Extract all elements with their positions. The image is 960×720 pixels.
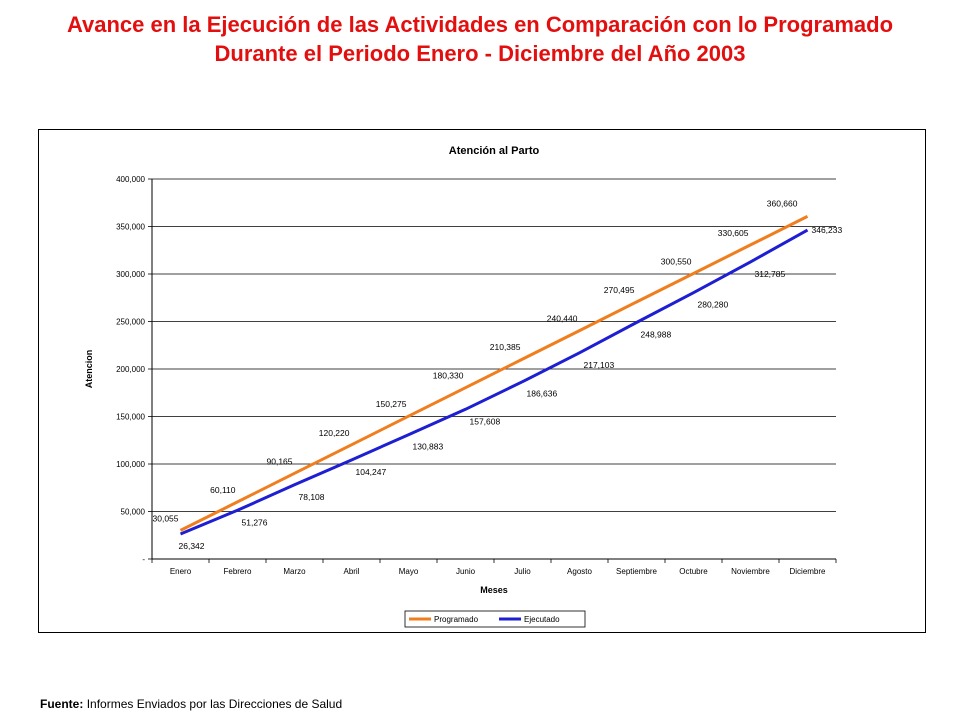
data-label-programado: 300,550 xyxy=(661,256,692,266)
data-label-ejecutado: 312,785 xyxy=(755,269,786,279)
legend-box xyxy=(404,610,586,628)
x-tick-label: Septiembre xyxy=(616,567,657,576)
data-label-ejecutado: 51,276 xyxy=(242,517,268,527)
data-label-programado: 30,055 xyxy=(153,513,179,523)
series-line-ejecutado xyxy=(179,228,809,536)
x-tick-label: Abril xyxy=(343,567,359,576)
x-tick-label: Agosto xyxy=(567,567,592,576)
y-tick-label: 300,000 xyxy=(116,270,145,279)
data-label-ejecutado: 248,988 xyxy=(641,329,672,339)
data-label-ejecutado: 217,103 xyxy=(584,360,615,370)
data-label-programado: 180,330 xyxy=(433,371,464,381)
x-tick-label: Octubre xyxy=(679,567,708,576)
data-label-ejecutado: 130,883 xyxy=(413,442,444,452)
data-label-programado: 360,660 xyxy=(767,198,798,208)
y-tick-label: 400,000 xyxy=(116,175,145,184)
data-label-ejecutado: 78,108 xyxy=(299,492,325,502)
legend-label-programado: Programado xyxy=(434,615,479,624)
source-note: Fuente: Informes Enviados por las Direcc… xyxy=(40,697,342,711)
data-label-programado: 210,385 xyxy=(490,342,521,352)
x-axis-title: Meses xyxy=(480,585,508,595)
y-tick-label: 350,000 xyxy=(116,223,145,232)
chart-title: Atención al Parto xyxy=(449,145,540,157)
x-tick-label: Julio xyxy=(514,567,531,576)
data-label-programado: 150,275 xyxy=(376,399,407,409)
x-tick-label: Noviembre xyxy=(731,567,770,576)
data-label-programado: 60,110 xyxy=(210,485,236,495)
x-tick-label: Marzo xyxy=(283,567,306,576)
source-label: Fuente: xyxy=(40,697,84,711)
data-label-ejecutado: 186,636 xyxy=(527,389,558,399)
y-tick-label: - xyxy=(142,555,145,564)
data-label-programado: 270,495 xyxy=(604,285,635,295)
y-tick-label: 250,000 xyxy=(116,318,145,327)
line-chart: Atención al Parto - 50,000 100,000 150,000 20… xyxy=(84,145,843,628)
x-tick-label: Junio xyxy=(456,567,476,576)
data-label-programado: 120,220 xyxy=(319,428,350,438)
x-tick-label: Enero xyxy=(170,567,192,576)
y-tick-label: 150,000 xyxy=(116,413,145,422)
data-label-ejecutado: 280,280 xyxy=(698,300,729,310)
chart-frame: Atención al Parto - 50,000 100,000 150,000 20… xyxy=(38,129,926,633)
data-label-programado: 240,440 xyxy=(547,314,578,324)
source-text: Informes Enviados por las Direcciones de… xyxy=(86,697,343,711)
slide-title: Avance en la Ejecución de las Actividade… xyxy=(66,12,894,66)
data-label-ejecutado: 346,233 xyxy=(812,225,843,235)
data-label-ejecutado: 157,608 xyxy=(470,416,501,426)
x-tick-label: Diciembre xyxy=(789,567,826,576)
x-tick-label: Mayo xyxy=(399,567,419,576)
y-tick-label: 200,000 xyxy=(116,365,145,374)
data-label-ejecutado: 26,342 xyxy=(179,541,205,551)
y-tick-label: 100,000 xyxy=(116,460,145,469)
y-tick-label: 50,000 xyxy=(121,508,146,517)
data-label-programado: 330,605 xyxy=(718,228,749,238)
data-label-programado: 90,165 xyxy=(267,456,293,466)
legend-label-ejecutado: Ejecutado xyxy=(524,615,560,624)
y-axis-title: Atencion xyxy=(84,350,94,389)
data-label-ejecutado: 104,247 xyxy=(356,467,387,477)
x-tick-label: Febrero xyxy=(223,567,252,576)
series-line-programado xyxy=(179,215,809,532)
